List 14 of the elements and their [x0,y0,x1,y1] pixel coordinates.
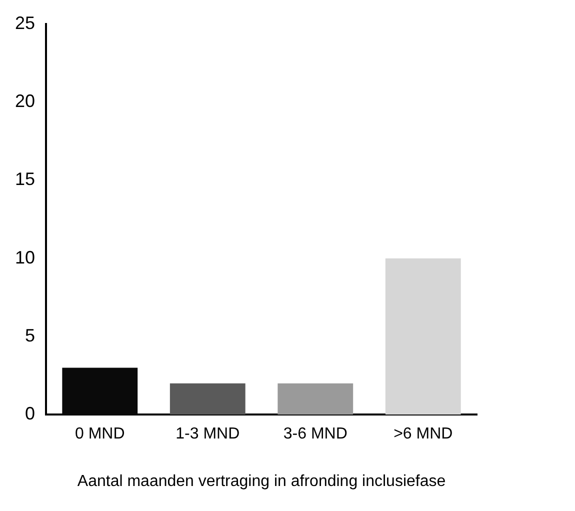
x-tick-label: >6 MND [394,426,453,443]
y-tick-label: 20 [14,91,36,112]
x-axis-title: Aantal maanden vertraging in afronding inclusiefase [77,472,446,490]
x-tick-label: 1-3 MND [176,426,240,443]
y-tick-label: 25 [14,12,36,33]
x-tick-label: 0 MND [75,426,125,443]
y-tick-label: 5 [25,325,36,346]
y-tick-label: 10 [14,247,36,268]
bar [385,258,461,415]
bar [170,383,246,415]
x-tick-label: 3-6 MND [283,426,348,443]
bar [278,383,354,415]
y-tick-label: 0 [25,404,36,424]
y-tick-label: 15 [14,169,36,190]
